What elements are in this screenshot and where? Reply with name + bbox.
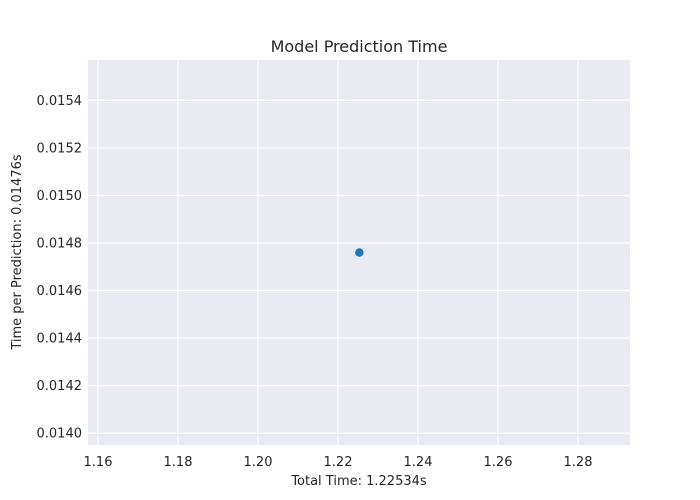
scatter-point bbox=[355, 248, 364, 257]
y-grid bbox=[88, 99, 630, 434]
y-tick-label: 0.0148 bbox=[37, 236, 83, 251]
x-axis-ticks: 1.16 1.18 1.20 1.22 1.24 1.26 1.28 bbox=[84, 455, 593, 470]
x-tick-label: 1.26 bbox=[484, 455, 513, 470]
y-tick-label: 0.0150 bbox=[37, 189, 83, 204]
y-tick-label: 0.0140 bbox=[37, 427, 83, 442]
x-tick-label: 1.22 bbox=[324, 455, 353, 470]
y-tick-label: 0.0144 bbox=[37, 332, 83, 347]
scatter-points bbox=[355, 248, 364, 257]
y-tick-label: 0.0146 bbox=[37, 284, 83, 299]
chart-title: Model Prediction Time bbox=[271, 37, 448, 56]
y-tick-label: 0.0142 bbox=[37, 379, 83, 394]
y-tick-label: 0.0154 bbox=[37, 94, 83, 109]
y-axis-label: Time per Prediction: 0.01476s bbox=[10, 154, 25, 351]
y-axis-ticks: 0.0140 0.0142 0.0144 0.0146 0.0148 0.0150 0.01… bbox=[37, 94, 83, 442]
y-tick-label: 0.0152 bbox=[37, 141, 83, 156]
x-tick-label: 1.20 bbox=[244, 455, 273, 470]
x-tick-label: 1.28 bbox=[564, 455, 593, 470]
x-tick-label: 1.18 bbox=[164, 455, 193, 470]
x-tick-label: 1.24 bbox=[404, 455, 433, 470]
x-axis-label: Total Time: 1.22534s bbox=[290, 474, 427, 489]
x-grid bbox=[97, 60, 579, 445]
x-tick-label: 1.16 bbox=[84, 455, 113, 470]
